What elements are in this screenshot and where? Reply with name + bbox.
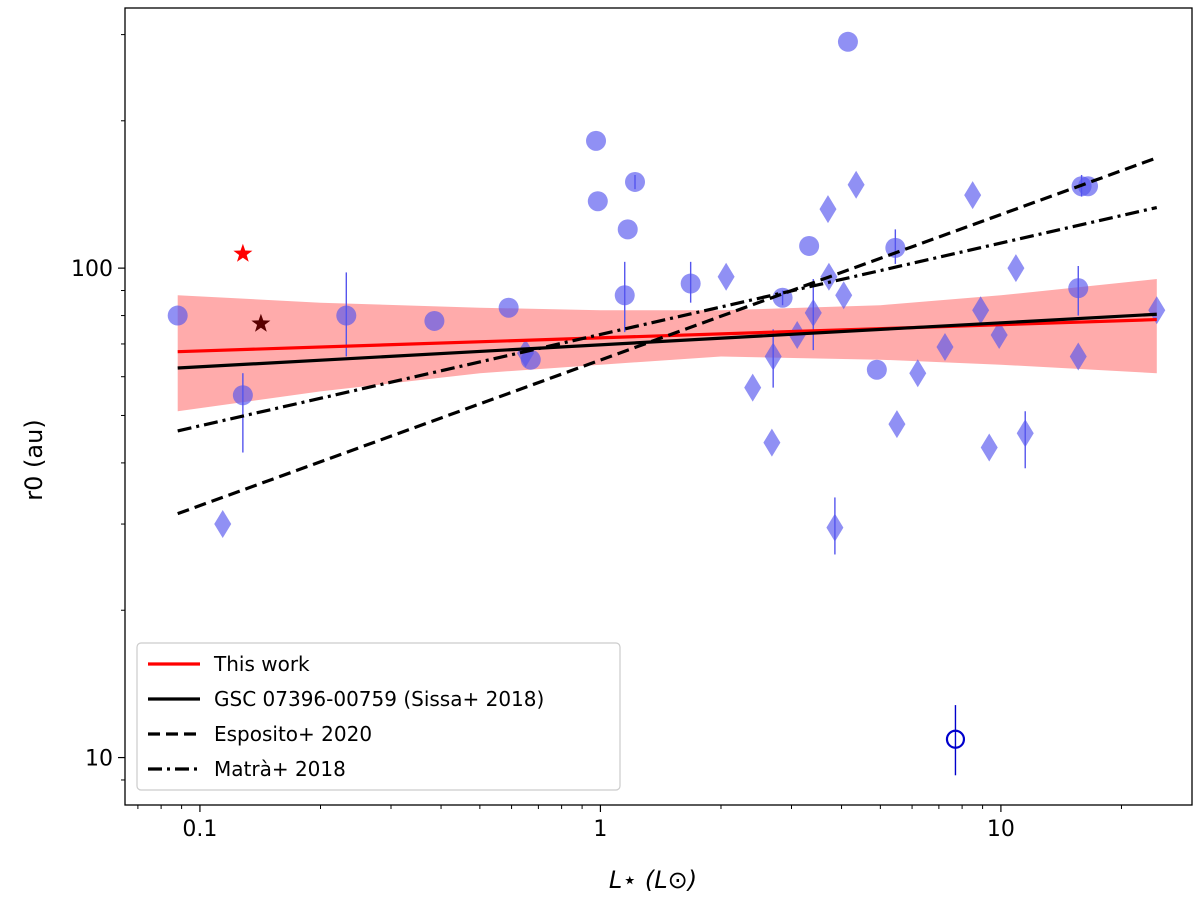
data-point-diamond: [1069, 342, 1087, 371]
legend-box: [136, 642, 621, 791]
legend-label: This work: [213, 652, 310, 676]
data-point-diamond: [826, 513, 844, 542]
data-point-diamond: [804, 298, 822, 327]
fit-line: [177, 205, 1158, 433]
data-point-diamond: [744, 373, 762, 402]
legend-label: Matrà+ 2018: [214, 757, 346, 781]
data-point-circle: [232, 385, 253, 406]
data-point-circle: [587, 191, 608, 212]
data-point-diamond: [1007, 254, 1025, 283]
data-point-diamond: [835, 281, 853, 310]
data-point-star: [251, 313, 271, 332]
data-point-diamond: [972, 296, 990, 325]
data-point-diamond: [717, 262, 735, 291]
data-point-diamond: [909, 359, 927, 388]
data-point-diamond: [516, 339, 534, 368]
legend-label: GSC 07396-00759 (Sissa+ 2018): [214, 687, 544, 711]
x-axis-label: L⋆ (L⊙): [609, 866, 697, 894]
data-point-circle: [498, 297, 519, 318]
data-point-open-circle: [945, 729, 966, 749]
confidence-band: [177, 279, 1157, 412]
data-point-circle: [837, 31, 858, 52]
data-point-diamond: [990, 321, 1008, 350]
y-tick-label: 100: [71, 257, 113, 282]
data-point-circle: [680, 273, 701, 294]
data-point-circle: [799, 235, 820, 256]
legend-label: Esposito+ 2020: [214, 722, 372, 746]
axes-frame: [124, 7, 1193, 806]
data-point-star: [233, 243, 253, 262]
data-point-diamond: [964, 181, 982, 210]
x-tick-label: 0.1: [182, 817, 217, 842]
data-point-circle: [625, 171, 646, 192]
data-point-diamond: [819, 195, 837, 224]
data-point-circle: [617, 219, 638, 240]
fit-line: [177, 317, 1157, 354]
data-point-circle: [1068, 278, 1089, 299]
data-point-diamond: [936, 333, 954, 362]
x-tick-label: 10: [987, 817, 1015, 842]
data-point-circle: [614, 285, 635, 306]
data-point-diamond: [764, 342, 782, 371]
data-point-diamond: [980, 433, 998, 462]
data-point-diamond: [847, 170, 865, 199]
data-point-diamond: [888, 410, 906, 439]
data-point-diamond: [214, 510, 232, 539]
x-tick-label: 1: [593, 817, 607, 842]
data-point-diamond: [1148, 296, 1166, 325]
y-axis-label: r0 (au): [20, 419, 48, 500]
legend: This work GSC 07396-00759 (Sissa+ 2018) Es…: [136, 642, 621, 791]
data-point-circle: [866, 359, 887, 380]
fit-line: [177, 312, 1157, 370]
axes: 0.1 1 10 10 100: [71, 7, 1193, 842]
data-point-diamond: [1016, 419, 1034, 448]
plot-content: [167, 31, 1166, 776]
y-tick-label: 10: [85, 747, 113, 772]
plot-area: [167, 31, 1166, 776]
data-point-circle: [167, 305, 188, 326]
data-point-circle: [586, 130, 607, 151]
data-point-circle: [885, 237, 906, 258]
fit-line: [177, 156, 1158, 516]
data-point-circle: [336, 305, 357, 326]
data-point-circle: [424, 310, 445, 331]
data-point-diamond: [763, 428, 781, 457]
